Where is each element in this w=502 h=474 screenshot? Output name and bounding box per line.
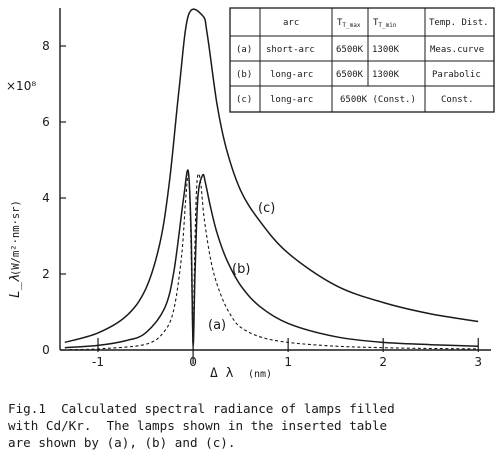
caption-line-1: Fig.1 Calculated spectral radiance of la… <box>8 401 395 416</box>
table-header-arc: arc <box>283 18 299 28</box>
plot-curves <box>64 8 479 351</box>
curve-label-b: (b) <box>232 262 250 277</box>
y-axis-unit: (W/m²·nm·sr) <box>10 200 22 276</box>
series-line-b <box>64 169 479 349</box>
x-axis-symbol: Δ λ <box>210 366 234 380</box>
curve-label-a: (a) <box>208 318 226 333</box>
table-header-tmax: TT_max <box>337 18 361 29</box>
table-border <box>229 7 495 113</box>
table-row-c-arc: long-arc <box>270 95 313 105</box>
series-line-c <box>64 8 479 344</box>
plot-axes <box>59 8 491 364</box>
figure-caption: Fig.1 Calculated spectral radiance of la… <box>8 400 498 451</box>
x-tick-label: -1 <box>92 355 104 369</box>
table-row-b-arc: long-arc <box>270 70 313 80</box>
table-row-b-dist: Parabolic <box>432 70 481 80</box>
y-tick-label: 4 <box>42 191 50 205</box>
table-row-a-id: (a) <box>236 45 252 55</box>
table-row-a-arc: short-arc <box>266 45 315 55</box>
y-tick-label: 6 <box>42 115 50 129</box>
table-row-b-id: (b) <box>236 70 252 80</box>
y-axis-label: L_λ (W/m²·nm·sr) <box>8 200 23 298</box>
tick-labels: 0 2 4 6 8 -1 0 1 2 3 <box>42 39 482 369</box>
caption-line-3: are shown by (a), (b) and (c). <box>8 435 236 450</box>
curve-label-c: (c) <box>258 201 275 216</box>
table-row-b-tmax: 6500K <box>336 70 364 80</box>
table-header-tempdist: Temp. Dist. <box>429 18 489 28</box>
caption-line-2: with Cd/Kr. The lamps shown in the inser… <box>8 418 388 433</box>
y-tick-label: 0 <box>42 343 50 357</box>
table-row-a-tmax: 6500K <box>336 45 364 55</box>
y-axis-symbol: L_λ <box>8 274 23 298</box>
table-row-a-dist: Meas.curve <box>430 45 484 55</box>
table-row-c-id: (c) <box>236 95 252 105</box>
x-tick-label: 3 <box>474 355 482 369</box>
y-multiplier: ×10⁸ <box>6 79 36 93</box>
x-tick-label: 0 <box>189 355 197 369</box>
table-row-b-tmin: 1300K <box>372 70 400 80</box>
spectral-radiance-chart: 0 2 4 6 8 -1 0 1 2 3 ×10⁸ L_λ (W/m²·nm·sr) Δ λ (n… <box>6 7 495 380</box>
y-tick-label: 8 <box>42 39 50 53</box>
series-line-a <box>69 173 479 351</box>
table-row-a-tmin: 1300K <box>372 45 400 55</box>
x-axis-unit: (nm) <box>248 369 272 380</box>
y-tick-label: 2 <box>42 267 50 281</box>
table-row-c-tmax: 6500K (Const.) <box>340 95 416 105</box>
table-header-tmin: TT_min <box>373 18 397 29</box>
x-tick-label: 2 <box>379 355 387 369</box>
table-row-c-dist: Const. <box>441 95 474 105</box>
inserted-table: arc TT_max TT_min Temp. Dist. (a) short-… <box>229 7 495 113</box>
x-tick-label: 1 <box>284 355 292 369</box>
